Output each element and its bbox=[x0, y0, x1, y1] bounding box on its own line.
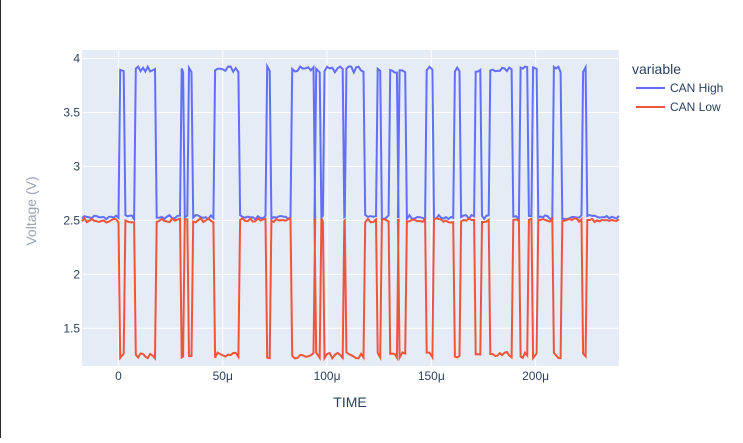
series-line-can-low bbox=[81, 215, 620, 362]
x-axis-ticks: 0 50μ 100μ 150μ 200μ bbox=[115, 369, 549, 383]
window-left-border bbox=[0, 0, 1, 438]
legend: variable CAN High CAN Low bbox=[632, 61, 723, 114]
x-tick-label: 50μ bbox=[213, 369, 233, 383]
data-traces bbox=[81, 62, 620, 362]
x-axis-title: TIME bbox=[333, 394, 366, 410]
y-tick-label: 1.5 bbox=[63, 321, 80, 335]
y-axis-ticks: 1.5 2 2.5 3 3.5 4 bbox=[63, 52, 80, 336]
y-tick-label: 2 bbox=[73, 267, 80, 281]
y-tick-label: 3.5 bbox=[63, 106, 80, 120]
y-tick-label: 2.5 bbox=[63, 213, 80, 227]
legend-title: variable bbox=[632, 61, 681, 77]
x-tick-label: 200μ bbox=[522, 369, 549, 383]
y-tick-label: 3 bbox=[73, 159, 80, 173]
y-tick-label: 4 bbox=[73, 52, 80, 66]
series-line-can-high bbox=[81, 62, 620, 223]
y-axis-title: Voltage (V) bbox=[23, 176, 39, 245]
x-tick-label: 150μ bbox=[418, 369, 445, 383]
legend-item-can-high[interactable]: CAN High bbox=[636, 81, 723, 95]
legend-label-can-low: CAN Low bbox=[670, 100, 721, 114]
legend-label-can-high: CAN High bbox=[670, 81, 723, 95]
legend-item-can-low[interactable]: CAN Low bbox=[636, 100, 721, 114]
x-tick-label: 100μ bbox=[314, 369, 341, 383]
x-tick-label: 0 bbox=[115, 369, 122, 383]
